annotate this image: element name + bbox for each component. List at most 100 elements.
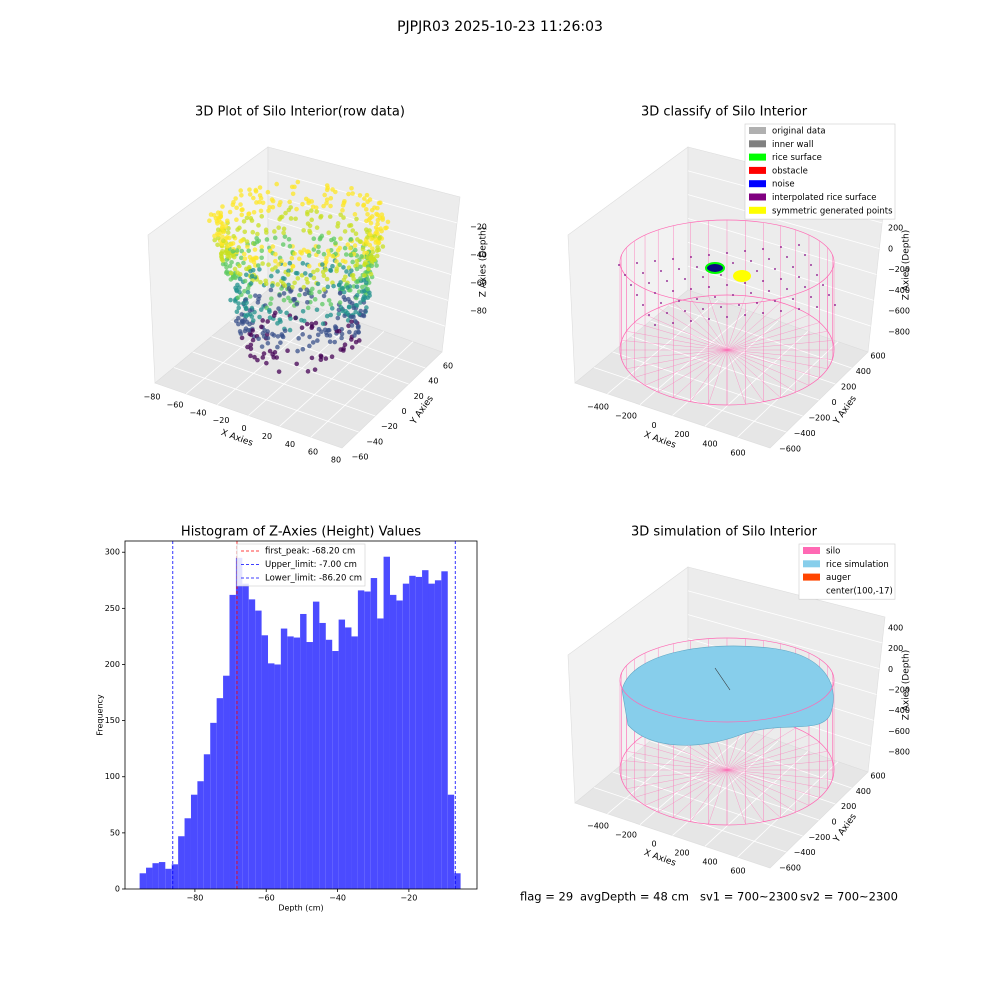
point-decor [259, 344, 265, 349]
bar [319, 622, 326, 889]
point-decor [300, 332, 305, 337]
bar [280, 628, 288, 889]
bar [287, 636, 294, 889]
point-decor [256, 336, 261, 342]
point-decor [255, 357, 260, 363]
point-decor [279, 214, 285, 220]
grid-point-decor [720, 306, 722, 308]
y-tick-label: 40 [428, 377, 438, 386]
grid-point-decor [768, 258, 770, 260]
point-decor [235, 227, 240, 232]
z-tick-label: −20 [470, 223, 487, 232]
point-decor [325, 284, 331, 290]
legend-patch [803, 573, 820, 581]
y-tick-label: −200 [808, 414, 830, 423]
point-decor [328, 203, 333, 209]
bar [165, 868, 172, 889]
point-decor [349, 319, 354, 325]
point-decor [385, 219, 391, 225]
bar [364, 591, 371, 889]
y-tick-label: 600 [870, 772, 885, 781]
x-tick-label: 200 [674, 430, 689, 439]
point-decor [369, 236, 374, 242]
y-tick-label: 600 [870, 352, 885, 361]
point-decor [223, 223, 229, 229]
point-decor [282, 276, 287, 282]
legend-patch [749, 153, 766, 161]
point-decor [307, 334, 312, 340]
silo-decor [726, 742, 820, 771]
grid-point-decor [648, 314, 650, 316]
point-decor [307, 223, 313, 229]
silo-decor [726, 769, 833, 780]
point-decor [287, 199, 292, 205]
grid-point-decor [642, 304, 644, 306]
silo-decor [726, 734, 810, 771]
legend-label: center(100,-17) [826, 586, 893, 596]
point-decor [333, 240, 338, 246]
point-decor [256, 223, 261, 228]
pane-grid [669, 305, 852, 369]
point-decor [312, 367, 318, 372]
point-decor [363, 207, 369, 212]
point-decor [342, 198, 347, 204]
point-decor [352, 243, 358, 248]
grid-point-decor [726, 284, 728, 286]
point-decor [315, 281, 321, 287]
point-decor [315, 338, 320, 343]
point-decor [235, 270, 240, 275]
point-decor [240, 237, 245, 243]
point-decor [281, 291, 287, 296]
y-tick-label: 0 [831, 398, 836, 407]
silo-decor [726, 769, 796, 813]
x-tick-label: 60 [308, 448, 318, 457]
grid-point-decor [672, 322, 674, 324]
legend-label: silo [826, 547, 840, 557]
x-tick-label: 400 [702, 858, 717, 867]
point-decor [242, 278, 248, 284]
point-decor [241, 260, 246, 266]
point-decor [258, 195, 264, 201]
point-decor [353, 339, 359, 345]
point-decor [341, 294, 347, 300]
grid-point-decor [798, 244, 800, 246]
legend-patch [749, 206, 766, 214]
y-tick-label: −40 [366, 437, 383, 446]
point-decor [298, 249, 303, 255]
point-decor [224, 264, 229, 270]
point-decor [351, 305, 357, 311]
point-decor [304, 287, 310, 293]
point-decor [282, 283, 288, 288]
grid-point-decor [798, 308, 800, 310]
point-decor [265, 189, 271, 195]
point-decor [307, 230, 313, 235]
legend-patch [803, 560, 820, 568]
point-decor [331, 236, 337, 242]
point-decor [215, 242, 220, 248]
point-decor [270, 204, 276, 210]
z-tick-label: 0 [888, 665, 893, 674]
point-decor [354, 303, 360, 308]
point-decor [310, 286, 315, 292]
point-decor [354, 216, 359, 222]
point-decor [272, 229, 277, 234]
bar [210, 722, 217, 889]
grid-point-decor [648, 282, 650, 284]
point-decor [280, 333, 285, 339]
silo-decor [619, 219, 835, 305]
y-tick-label: 0 [831, 818, 836, 827]
silo-decor [726, 769, 820, 798]
grid-point-decor [660, 302, 662, 304]
grid-point-decor [732, 262, 734, 264]
point-decor [321, 273, 327, 279]
point-decor [266, 262, 271, 268]
legend-patch [749, 180, 766, 188]
point-decor [317, 289, 322, 295]
point-decor [305, 280, 310, 285]
silo-decor [726, 722, 781, 771]
point-decor [219, 226, 225, 231]
legend-label: inner wall [772, 140, 813, 150]
z-tick-label: −800 [888, 748, 910, 757]
point-decor [267, 348, 273, 354]
silo-decor [726, 349, 828, 369]
